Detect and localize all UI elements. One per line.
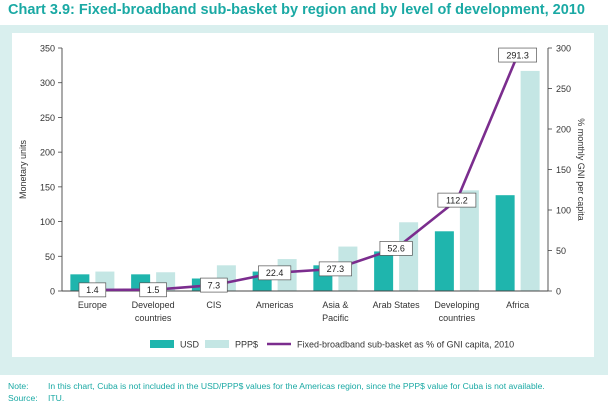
bar-usd	[434, 231, 454, 291]
data-label: 1.4	[86, 285, 99, 295]
y2-tick-label: 250	[556, 84, 571, 94]
y2-tick-label: 100	[556, 206, 571, 216]
source-line: Source: ITU.	[8, 392, 545, 404]
note-line: Note: In this chart, Cuba is not included…	[8, 380, 545, 392]
data-label: 112.2	[446, 195, 468, 205]
bar-ppp	[459, 190, 479, 291]
x-tick-label: Developed	[132, 300, 175, 310]
y-tick-label: 0	[50, 287, 55, 297]
y-tick-label: 50	[45, 252, 55, 262]
bar-usd	[495, 195, 515, 291]
data-label: 291.3	[506, 50, 529, 60]
data-label: 7.3	[208, 280, 221, 290]
data-label-box	[318, 261, 352, 277]
bar-usd	[374, 251, 394, 291]
chart-title: Chart 3.9: Fixed-broadband sub-basket by…	[8, 2, 585, 18]
y2-tick-label: 0	[556, 287, 561, 297]
y-axis-title: Monetary units	[18, 139, 28, 199]
y-tick-label: 200	[40, 148, 55, 158]
data-label-box	[498, 47, 537, 63]
data-label: 1.5	[147, 285, 160, 295]
x-tick-label: CIS	[206, 300, 221, 310]
y2-tick-label: 300	[556, 44, 571, 54]
data-label-box	[200, 277, 228, 293]
y2-axis-title: % monthly GNI per capita	[576, 118, 586, 221]
chart-notes: Note: In this chart, Cuba is not included…	[8, 380, 545, 404]
plot-area	[12, 33, 594, 357]
y-tick-label: 250	[40, 113, 55, 123]
y2-tick-label: 150	[556, 165, 571, 175]
source-text: ITU.	[48, 393, 65, 403]
legend-label-ppp: PPP$	[235, 340, 258, 350]
x-tick-label: Arab States	[373, 300, 421, 310]
x-tick-label: Europe	[78, 300, 107, 310]
note-text: In this chart, Cuba is not included in t…	[48, 381, 545, 391]
legend-label-line: Fixed-broadband sub-basket as % of GNI c…	[297, 340, 514, 350]
legend-label-usd: USD	[180, 340, 200, 350]
x-tick-label: Africa	[506, 300, 529, 310]
y-tick-label: 150	[40, 182, 55, 192]
legend-swatch-ppp	[205, 340, 229, 348]
data-label: 52.6	[387, 244, 405, 254]
chart-svg: 0 50 100 150 200 250 300 350 0 50 100 150 200 250 300 M…	[12, 33, 594, 357]
y-tick-label: 100	[40, 217, 55, 227]
y-tick-label: 350	[40, 44, 55, 54]
source-label: Source:	[8, 393, 38, 403]
x-tick-label: countries	[439, 313, 476, 323]
data-label-box	[78, 282, 107, 298]
data-label: 27.3	[327, 264, 345, 274]
y-tick-label: 300	[40, 78, 55, 88]
y2-tick-label: 50	[556, 246, 566, 256]
data-label-box	[437, 192, 477, 208]
legend-swatch-usd	[150, 340, 174, 348]
chart-panel: 0 50 100 150 200 250 300 350 0 50 100 150 200 250 300 M…	[0, 25, 608, 375]
x-tick-label: Pacific	[322, 313, 349, 323]
data-label-box	[139, 282, 167, 298]
data-label: 22.4	[266, 268, 284, 278]
y2-tick-label: 200	[556, 125, 571, 135]
note-label: Note:	[8, 381, 29, 391]
bar-ppp	[520, 70, 540, 291]
x-tick-label: Developing	[434, 300, 479, 310]
data-label-box	[258, 265, 292, 281]
x-tick-label: Asia &	[322, 300, 348, 310]
bar-ppp	[399, 222, 419, 291]
x-tick-label: Americas	[256, 300, 294, 310]
x-tick-label: countries	[135, 313, 172, 323]
data-label-box	[379, 241, 413, 256]
